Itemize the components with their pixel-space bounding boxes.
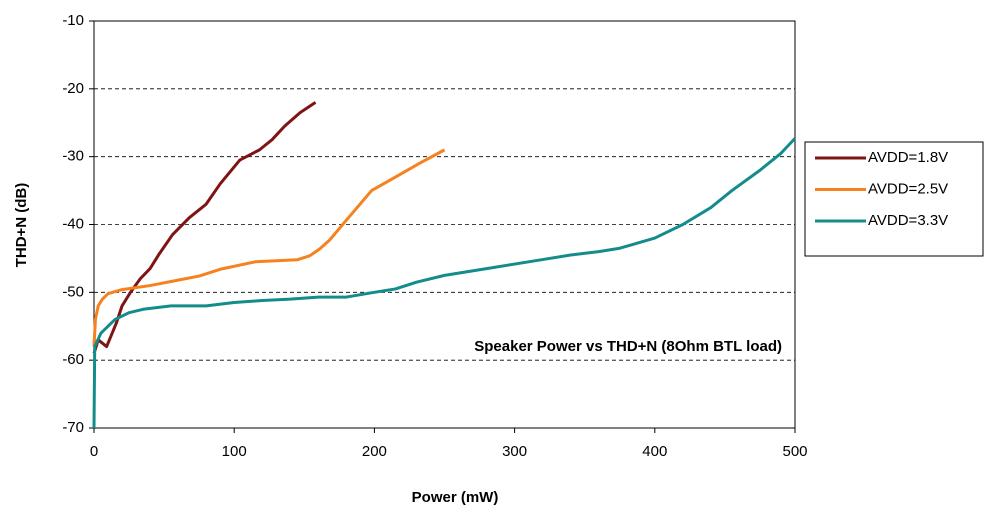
x-tick-label: 0 (90, 443, 98, 460)
x-tick-label: 200 (362, 443, 387, 460)
series-line (92, 137, 797, 429)
x-tick-label: 400 (642, 443, 667, 460)
x-tick-label: 100 (222, 443, 247, 460)
plot-frame (93, 20, 796, 429)
legend: AVDD=1.8V AVDD=2.5V AVDD=3.3V (804, 141, 984, 257)
legend-box (804, 141, 984, 257)
y-tick-label: -50 (62, 283, 84, 300)
series-line (92, 148, 446, 347)
series-line (92, 101, 317, 354)
y-tick-label: -70 (62, 419, 84, 436)
y-tick-label: -30 (62, 148, 84, 165)
legend-label: AVDD=3.3V (868, 212, 948, 229)
x-axis-label: Power (mW) (412, 489, 499, 506)
y-tick-label: -20 (62, 80, 84, 97)
annotation: Speaker Power vs THD+N (8Ohm BTL load) (474, 338, 782, 355)
legend-label: AVDD=2.5V (868, 180, 948, 197)
y-axis-label: THD+N (dB) (13, 183, 30, 268)
y-tick-label: -60 (62, 351, 84, 368)
x-tick-label: 300 (502, 443, 527, 460)
x-tick-label: 500 (782, 443, 807, 460)
y-tick-label: -40 (62, 215, 84, 232)
y-tick-label: -10 (62, 12, 84, 29)
legend-label: AVDD=1.8V (868, 149, 948, 166)
